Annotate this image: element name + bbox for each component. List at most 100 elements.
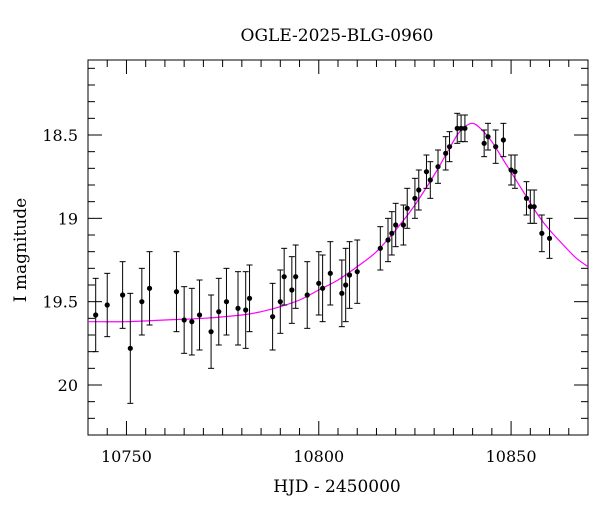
data-point	[385, 217, 391, 263]
data-marker	[223, 299, 230, 305]
data-marker	[93, 312, 99, 318]
data-point	[538, 214, 545, 253]
y-tick-label: 19.5	[42, 293, 78, 312]
x-axis-title: HJD - 2450000	[273, 477, 401, 497]
data-marker	[385, 237, 391, 243]
data-point	[281, 247, 288, 306]
y-axis-title: I magnitude	[11, 198, 31, 302]
data-point	[377, 226, 384, 271]
data-marker	[454, 125, 460, 131]
data-point	[319, 254, 326, 323]
data-marker	[500, 137, 506, 143]
tick-labels: 10750 10800 10850 18.5 19 19.5 20	[42, 126, 536, 466]
x-tick-label: 10750	[101, 447, 152, 466]
data-point	[400, 204, 407, 246]
data-marker	[400, 222, 406, 228]
data-point	[523, 181, 530, 216]
data-point	[435, 149, 441, 184]
data-marker	[546, 235, 553, 241]
data-marker	[208, 329, 214, 335]
data-point	[327, 241, 334, 306]
data-point	[546, 217, 553, 259]
data-point	[461, 114, 468, 143]
data-marker	[277, 299, 283, 305]
data-marker	[281, 274, 287, 280]
data-marker	[481, 140, 487, 146]
data-marker	[246, 295, 253, 301]
data-point	[354, 239, 361, 304]
data-marker	[343, 282, 349, 288]
data-point	[173, 251, 180, 333]
data-point	[481, 129, 488, 158]
data-marker	[393, 222, 399, 228]
data-point	[392, 202, 399, 248]
data-point	[500, 122, 507, 158]
data-point	[223, 267, 230, 336]
data-point	[235, 271, 241, 346]
data-point	[138, 267, 145, 336]
data-point	[269, 282, 276, 351]
data-point	[92, 277, 99, 353]
data-marker	[446, 144, 453, 150]
y-tick-label: 18.5	[42, 126, 78, 145]
data-point	[511, 154, 518, 189]
x-tick-label: 10850	[486, 447, 537, 466]
data-marker	[181, 317, 187, 323]
data-marker	[462, 125, 468, 131]
data-marker	[104, 302, 110, 308]
data-point	[388, 211, 395, 256]
data-marker	[293, 274, 299, 280]
data-marker	[512, 169, 518, 175]
data-marker	[531, 204, 537, 210]
data-marker	[443, 150, 449, 156]
data-marker	[458, 125, 464, 131]
data-point	[346, 241, 353, 309]
data-point	[485, 122, 491, 151]
data-point	[342, 247, 349, 323]
data-marker	[389, 230, 395, 236]
data-marker	[412, 195, 418, 201]
data-marker	[377, 245, 383, 251]
data-point	[292, 244, 299, 309]
data-marker	[416, 187, 422, 193]
data-marker	[270, 314, 276, 320]
data-point	[146, 251, 153, 326]
data-point	[208, 294, 215, 369]
data-marker	[493, 144, 499, 150]
data-marker	[320, 285, 326, 291]
data-point	[188, 287, 195, 356]
data-point	[338, 259, 345, 328]
data-marker	[435, 164, 441, 170]
data-marker	[139, 299, 145, 305]
data-point	[454, 112, 461, 144]
data-marker	[304, 292, 310, 298]
data-point	[181, 286, 188, 354]
axes-ticks	[87, 60, 589, 436]
data-marker	[196, 312, 203, 318]
data-point	[404, 187, 411, 229]
data-marker	[485, 134, 491, 140]
data-marker	[235, 305, 241, 311]
data-point	[246, 264, 253, 333]
data-point	[446, 131, 453, 163]
data-marker	[539, 230, 545, 236]
data-marker	[427, 177, 433, 183]
chart-title: OGLE-2025-BLG-0960	[241, 26, 434, 46]
data-point	[415, 169, 422, 211]
data-point	[492, 129, 499, 164]
data-marker	[316, 280, 322, 286]
data-point	[288, 256, 295, 324]
data-point	[104, 272, 111, 338]
data-marker	[173, 289, 180, 295]
data-point	[304, 261, 311, 329]
data-marker	[527, 204, 533, 210]
data-marker	[289, 287, 295, 293]
data-marker	[243, 307, 249, 313]
data-point	[442, 136, 449, 171]
data-marker	[327, 270, 333, 276]
y-tick-label: 20	[58, 376, 78, 395]
data-point	[411, 177, 418, 219]
data-point	[531, 189, 538, 224]
data-points	[92, 112, 553, 404]
